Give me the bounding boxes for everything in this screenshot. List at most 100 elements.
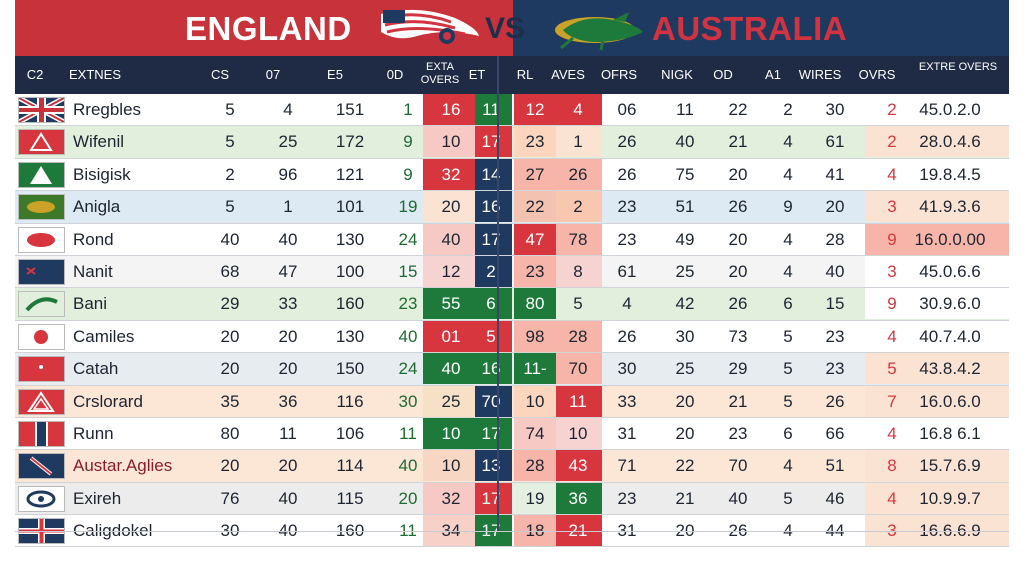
stat-cell: 10: [525, 391, 545, 411]
stat-cell: 121: [335, 164, 365, 184]
stat-cell: 23: [617, 229, 637, 249]
stat-cell: 40: [441, 359, 461, 379]
team-england-title: ENGLAND: [185, 10, 352, 47]
cell-highlight: [556, 223, 602, 255]
cell-highlight: [514, 353, 556, 385]
stat-cell: 96: [278, 164, 298, 184]
stat-cell: 28: [525, 456, 545, 476]
stat-cell: 4: [622, 294, 632, 314]
cell-highlight: [556, 255, 602, 287]
stat-cell: 20: [825, 197, 845, 217]
cell-highlight: [556, 515, 602, 547]
stat-cell: 25: [675, 261, 695, 281]
stat-cell: 4: [783, 229, 793, 249]
stat-cell: 30: [675, 326, 695, 346]
stat-cell: 40: [278, 229, 298, 249]
stat-cell: 151: [335, 100, 365, 119]
stat-cell: 100: [335, 261, 365, 281]
stat-cell: 11: [399, 423, 417, 443]
stat-cell: 29: [728, 359, 748, 379]
stat-cell: 70: [568, 359, 588, 379]
stat-cell: 47: [525, 229, 545, 249]
column-header: OFRS: [600, 67, 638, 82]
stat-cell: 70: [728, 456, 748, 476]
stat-cell: 2: [573, 197, 583, 217]
stat-cell: 40: [398, 456, 418, 476]
player-name: Wifenil: [73, 132, 125, 152]
stat-cell: 26: [568, 164, 588, 184]
stat-cell: 26: [728, 294, 748, 314]
stat-cell: 29: [220, 294, 240, 314]
team-flag-icon: [18, 291, 65, 318]
cell-highlight: [514, 158, 556, 190]
stat-cell: 10: [441, 456, 461, 476]
cell-highlight: [865, 288, 1009, 320]
table-row: Camiles 20 20 130 40 01 5 98 28 26 30 73 5 23 4 40.7.4.…: [15, 320, 1009, 354]
column-header: RL: [516, 67, 534, 82]
team-flag-icon: [18, 226, 65, 253]
score-table: Rregbles 5 4 151 1 16 11 12 4 06 11 22 2 30 2 45.0.2.0 W…: [15, 94, 1009, 548]
stat-cell: 11: [279, 423, 297, 443]
stat-cell: 20: [728, 229, 748, 249]
cell-highlight: [865, 320, 1009, 352]
stat-cell: 20: [220, 456, 240, 476]
stat-cell: 20: [278, 456, 298, 476]
cell-highlight: [423, 158, 475, 190]
player-name: Rregbles: [73, 100, 142, 119]
stat-cell: 2: [887, 100, 897, 119]
stat-cell: 19: [525, 488, 545, 508]
kangaroo-emblem-icon: [555, 12, 643, 51]
cell-highlight: [423, 515, 475, 547]
cell-highlight: [475, 417, 512, 449]
stat-cell: 23: [617, 488, 637, 508]
stat-cell: 23: [525, 132, 545, 152]
stat-cell: 35: [220, 391, 240, 411]
stat-cell: 26: [617, 326, 637, 346]
cell-highlight: [475, 158, 512, 190]
cell-highlight: [865, 191, 1009, 223]
cell-highlight: [423, 255, 475, 287]
stat-cell: 16.6.6.9: [919, 521, 981, 541]
stat-cell: 6: [783, 294, 793, 314]
stat-cell: 26: [728, 197, 748, 217]
stat-cell: 14: [481, 164, 501, 184]
stat-cell: 20: [220, 326, 240, 346]
cell-highlight: [514, 450, 556, 482]
player-name: Runn: [73, 423, 114, 443]
cell-highlight: [423, 450, 475, 482]
cell-highlight: [423, 288, 475, 320]
stat-cell: 5: [225, 132, 235, 152]
stat-cell: 4: [783, 456, 793, 476]
column-header: OVRS: [858, 67, 896, 82]
stat-cell: 26: [728, 521, 748, 541]
stat-cell: 20: [441, 197, 461, 217]
cell-highlight: [514, 223, 556, 255]
stat-cell: 13: [481, 456, 501, 476]
stat-cell: 130: [335, 229, 365, 249]
stat-cell: 5: [887, 359, 897, 379]
table-row: Nanit 68 47 100 15 12 2 23 8 61 25 20 4 40 3 45.0.6.6: [15, 255, 1009, 289]
stat-cell: 5: [225, 100, 235, 119]
stat-cell: 3: [862, 521, 922, 541]
stat-cell: 41: [825, 164, 845, 184]
cell-highlight: [475, 255, 512, 287]
stat-cell: 43: [568, 456, 588, 476]
team-flag-icon: [18, 388, 65, 415]
stat-cell: 22: [525, 197, 545, 217]
stat-cell: 26: [617, 164, 637, 184]
player-name: Nanit: [73, 261, 113, 281]
stat-cell: 116: [336, 391, 364, 411]
stat-cell: 11: [399, 521, 417, 541]
cell-highlight: [423, 320, 475, 352]
stat-cell: 5: [486, 326, 496, 346]
column-header: EXTRE OVERS: [918, 61, 998, 73]
stat-cell: 70: [481, 391, 501, 411]
stat-cell: 150: [335, 359, 365, 379]
column-header: EXTNES: [68, 67, 121, 82]
column-header: NIGK: [661, 67, 693, 82]
cell-highlight: [514, 94, 556, 125]
team-flag-icon: [18, 453, 65, 480]
stat-cell: 2: [887, 132, 897, 152]
stat-cell: 28: [568, 326, 588, 346]
team-flag-icon: [18, 161, 65, 188]
